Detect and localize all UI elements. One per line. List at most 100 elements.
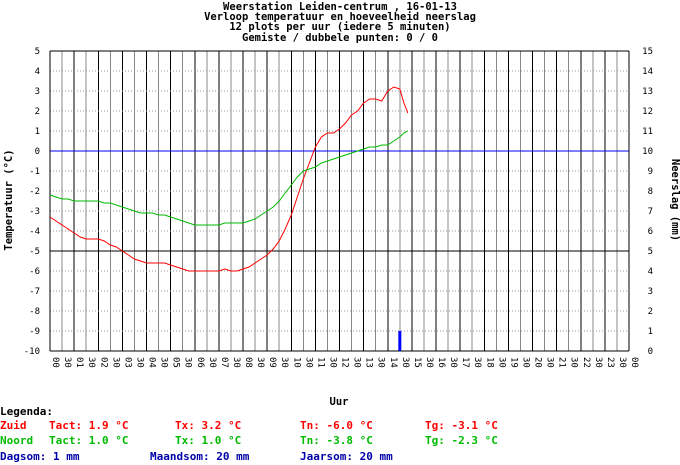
legend-tg: Tg: -2.3 °C — [425, 434, 498, 447]
y-tick-right-label: 9 — [648, 167, 653, 177]
y-tick-left-label: -7 — [29, 287, 40, 297]
x-tick-hour-label: 21 — [557, 357, 567, 368]
x-tick-hour-label: 17 — [460, 357, 470, 368]
x-tick-half-label: 30 — [183, 357, 193, 368]
y-tick-left-label: 2 — [35, 107, 40, 117]
x-tick-hour-label: 19 — [508, 357, 518, 368]
rain-bar — [398, 331, 402, 351]
x-tick-half-label: 30 — [424, 357, 434, 368]
rain-bars — [398, 331, 402, 351]
legend-station: Zuid — [0, 419, 27, 432]
y-tick-right-label: 2 — [648, 307, 653, 317]
y-ticks-left: 5 4 3 2 1 0 -1 -2 -3 -4 -5 -6 -7 -8 -9 -10 — [24, 47, 40, 357]
y-tick-left-label: -3 — [29, 207, 40, 217]
chart-title-line-2: Verloop temperatuur en hoeveelheid neers… — [204, 11, 476, 23]
x-tick-half-label: 30 — [448, 357, 458, 368]
y-tick-right-label: 15 — [642, 47, 653, 57]
x-ticks: 00 30 01 30 02 30 03 30 04 30 05 30 06 30 07 30 08 30 09 30… — [50, 357, 639, 368]
x-tick-half-label: 30 — [376, 357, 386, 368]
y-tick-right-label: 8 — [648, 187, 653, 197]
y-tick-left-label: -5 — [29, 247, 40, 257]
x-tick-hour-label: 12 — [340, 357, 350, 368]
y-tick-left-label: 3 — [35, 87, 40, 97]
x-tick-half-label: 30 — [520, 357, 530, 368]
y-tick-right-label: 0 — [648, 347, 653, 357]
x-tick-hour-label: 04 — [147, 357, 157, 368]
x-tick-hour-label: 18 — [484, 357, 494, 368]
legend-tact: Tact: 1.0 °C — [49, 434, 128, 447]
x-tick-half-label: 30 — [496, 357, 506, 368]
chart-title-line-4: Gemiste / dubbele punten: 0 / 0 — [242, 32, 438, 44]
y-tick-left-label: 5 — [35, 47, 40, 57]
y-tick-left-label: -6 — [29, 267, 40, 277]
chart-title-line-1: Weerstation Leiden-centrum , 16-01-13 — [223, 1, 457, 13]
x-tick-half-label: 30 — [231, 357, 241, 368]
legend-station: Noord — [0, 434, 33, 447]
y-tick-left-label: 1 — [35, 127, 40, 137]
legend-row-zuid: Zuid Tact: 1.9 °C Tx: 3.2 °C Tn: -6.0 °C… — [0, 419, 498, 432]
x-tick-hour-label: 11 — [315, 357, 325, 368]
x-tick-hour-label: 15 — [412, 357, 422, 368]
x-tick-hour-label: 00 — [50, 357, 60, 368]
x-tick-half-label: 30 — [86, 357, 96, 368]
y-tick-right-label: 4 — [648, 267, 653, 277]
y-tick-right-label: 12 — [642, 107, 653, 117]
x-tick-hour-label: 03 — [122, 357, 132, 368]
x-tick-hour-label: 00 — [629, 357, 639, 368]
y-tick-right-label: 5 — [648, 247, 653, 257]
x-tick-hour-label: 13 — [364, 357, 374, 368]
y-tick-left-label: 0 — [35, 147, 40, 157]
x-axis-label: Uur — [330, 396, 349, 408]
y-tick-left-label: -2 — [29, 187, 40, 197]
y-tick-right-label: 3 — [648, 287, 653, 297]
legend-tact: Tact: 1.9 °C — [49, 419, 128, 432]
x-tick-half-label: 30 — [279, 357, 289, 368]
series-layer — [49, 86, 409, 272]
x-tick-half-label: 30 — [134, 357, 144, 368]
x-tick-half-label: 30 — [255, 357, 265, 368]
x-tick-half-label: 30 — [62, 357, 72, 368]
legend-tx: Tx: 3.2 °C — [175, 419, 241, 432]
x-tick-hour-label: 22 — [581, 357, 591, 368]
legend-dagsom: Dagsom: 1 mm — [0, 450, 80, 463]
y-tick-right-label: 6 — [648, 227, 653, 237]
x-tick-hour-label: 20 — [533, 357, 543, 368]
x-tick-hour-label: 06 — [195, 357, 205, 368]
series-line-zuid — [49, 86, 409, 272]
legend-maandsom: Maandsom: 20 mm — [150, 450, 250, 463]
x-tick-hour-label: 08 — [243, 357, 253, 368]
legend-heading: Legenda: — [0, 405, 53, 418]
y-tick-left-label: -9 — [29, 327, 40, 337]
x-tick-half-label: 30 — [617, 357, 627, 368]
x-tick-half-label: 30 — [303, 357, 313, 368]
y-axis-label-right: Neerslag (mm) — [669, 159, 680, 241]
x-tick-hour-label: 02 — [98, 357, 108, 368]
x-tick-hour-label: 09 — [267, 357, 277, 368]
y-tick-right-label: 11 — [642, 127, 653, 137]
plot-grid — [49, 50, 630, 352]
legend-tn: Tn: -3.8 °C — [300, 434, 373, 447]
x-tick-half-label: 30 — [110, 357, 120, 368]
y-tick-left-label: -4 — [29, 227, 40, 237]
y-tick-left-label: -8 — [29, 307, 40, 317]
x-tick-half-label: 30 — [472, 357, 482, 368]
x-tick-half-label: 30 — [207, 357, 217, 368]
legend-tx: Tx: 1.0 °C — [175, 434, 241, 447]
x-tick-hour-label: 16 — [436, 357, 446, 368]
legend-tn: Tn: -6.0 °C — [300, 419, 373, 432]
x-tick-hour-label: 10 — [291, 357, 301, 368]
x-tick-hour-label: 14 — [388, 357, 398, 368]
x-tick-hour-label: 01 — [74, 357, 84, 368]
series-line-noord — [49, 130, 409, 226]
x-tick-half-label: 30 — [327, 357, 337, 368]
x-tick-half-label: 30 — [569, 357, 579, 368]
x-tick-hour-label: 23 — [605, 357, 615, 368]
legend-row-noord: Noord Tact: 1.0 °C Tx: 1.0 °C Tn: -3.8 °… — [0, 434, 498, 447]
legend-tg: Tg: -3.1 °C — [425, 419, 498, 432]
y-tick-right-label: 10 — [642, 147, 653, 157]
chart-title-line-3: 12 plots per uur (iedere 5 minuten) — [229, 21, 450, 33]
y-tick-right-label: 13 — [642, 87, 653, 97]
y-tick-right-label: 1 — [648, 327, 653, 337]
